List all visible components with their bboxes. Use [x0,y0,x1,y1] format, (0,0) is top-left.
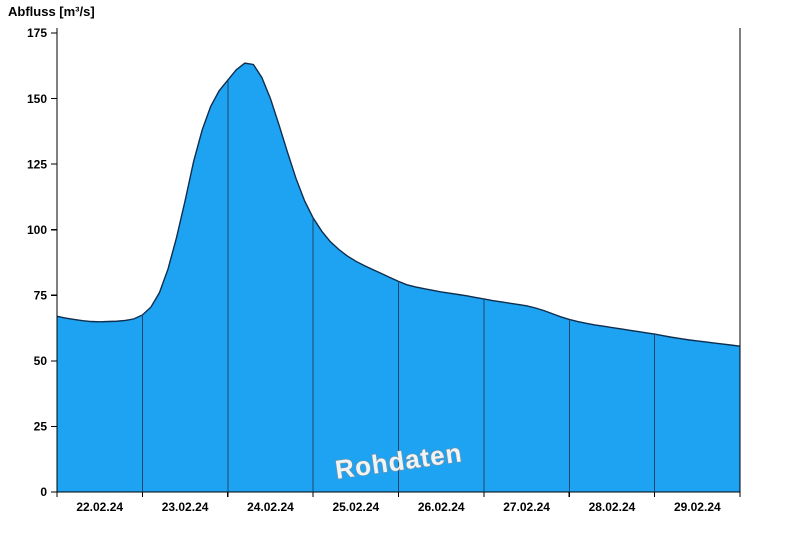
x-tick-label: 27.02.24 [503,500,550,514]
x-tick-label: 22.02.24 [76,500,123,514]
x-tick-label: 29.02.24 [674,500,721,514]
axis-layer [51,28,741,497]
x-tick-label: 23.02.24 [162,500,209,514]
x-tick-label: 25.02.24 [332,500,379,514]
x-tick-label: 24.02.24 [247,500,294,514]
y-tick-label: 0 [40,485,47,499]
day-gridline-layer [141,81,656,491]
x-tick-label: 26.02.24 [418,500,465,514]
discharge-line [56,62,741,347]
y-tick-label: 175 [27,26,47,40]
tick-label-layer: 0 25 50 75 100 125 150 175 22.02.24 23.02.24 24.02… [27,26,721,514]
y-tick-label: 125 [27,157,47,171]
y-tick-label: 25 [34,420,48,434]
y-tick-label: 75 [34,288,48,302]
y-axis-title: Abfluss [m³/s] [8,4,95,19]
x-tick-label: 28.02.24 [589,500,636,514]
y-tick-label: 100 [27,223,47,237]
y-tick-label: 150 [27,92,47,106]
y-tick-label: 50 [34,354,48,368]
